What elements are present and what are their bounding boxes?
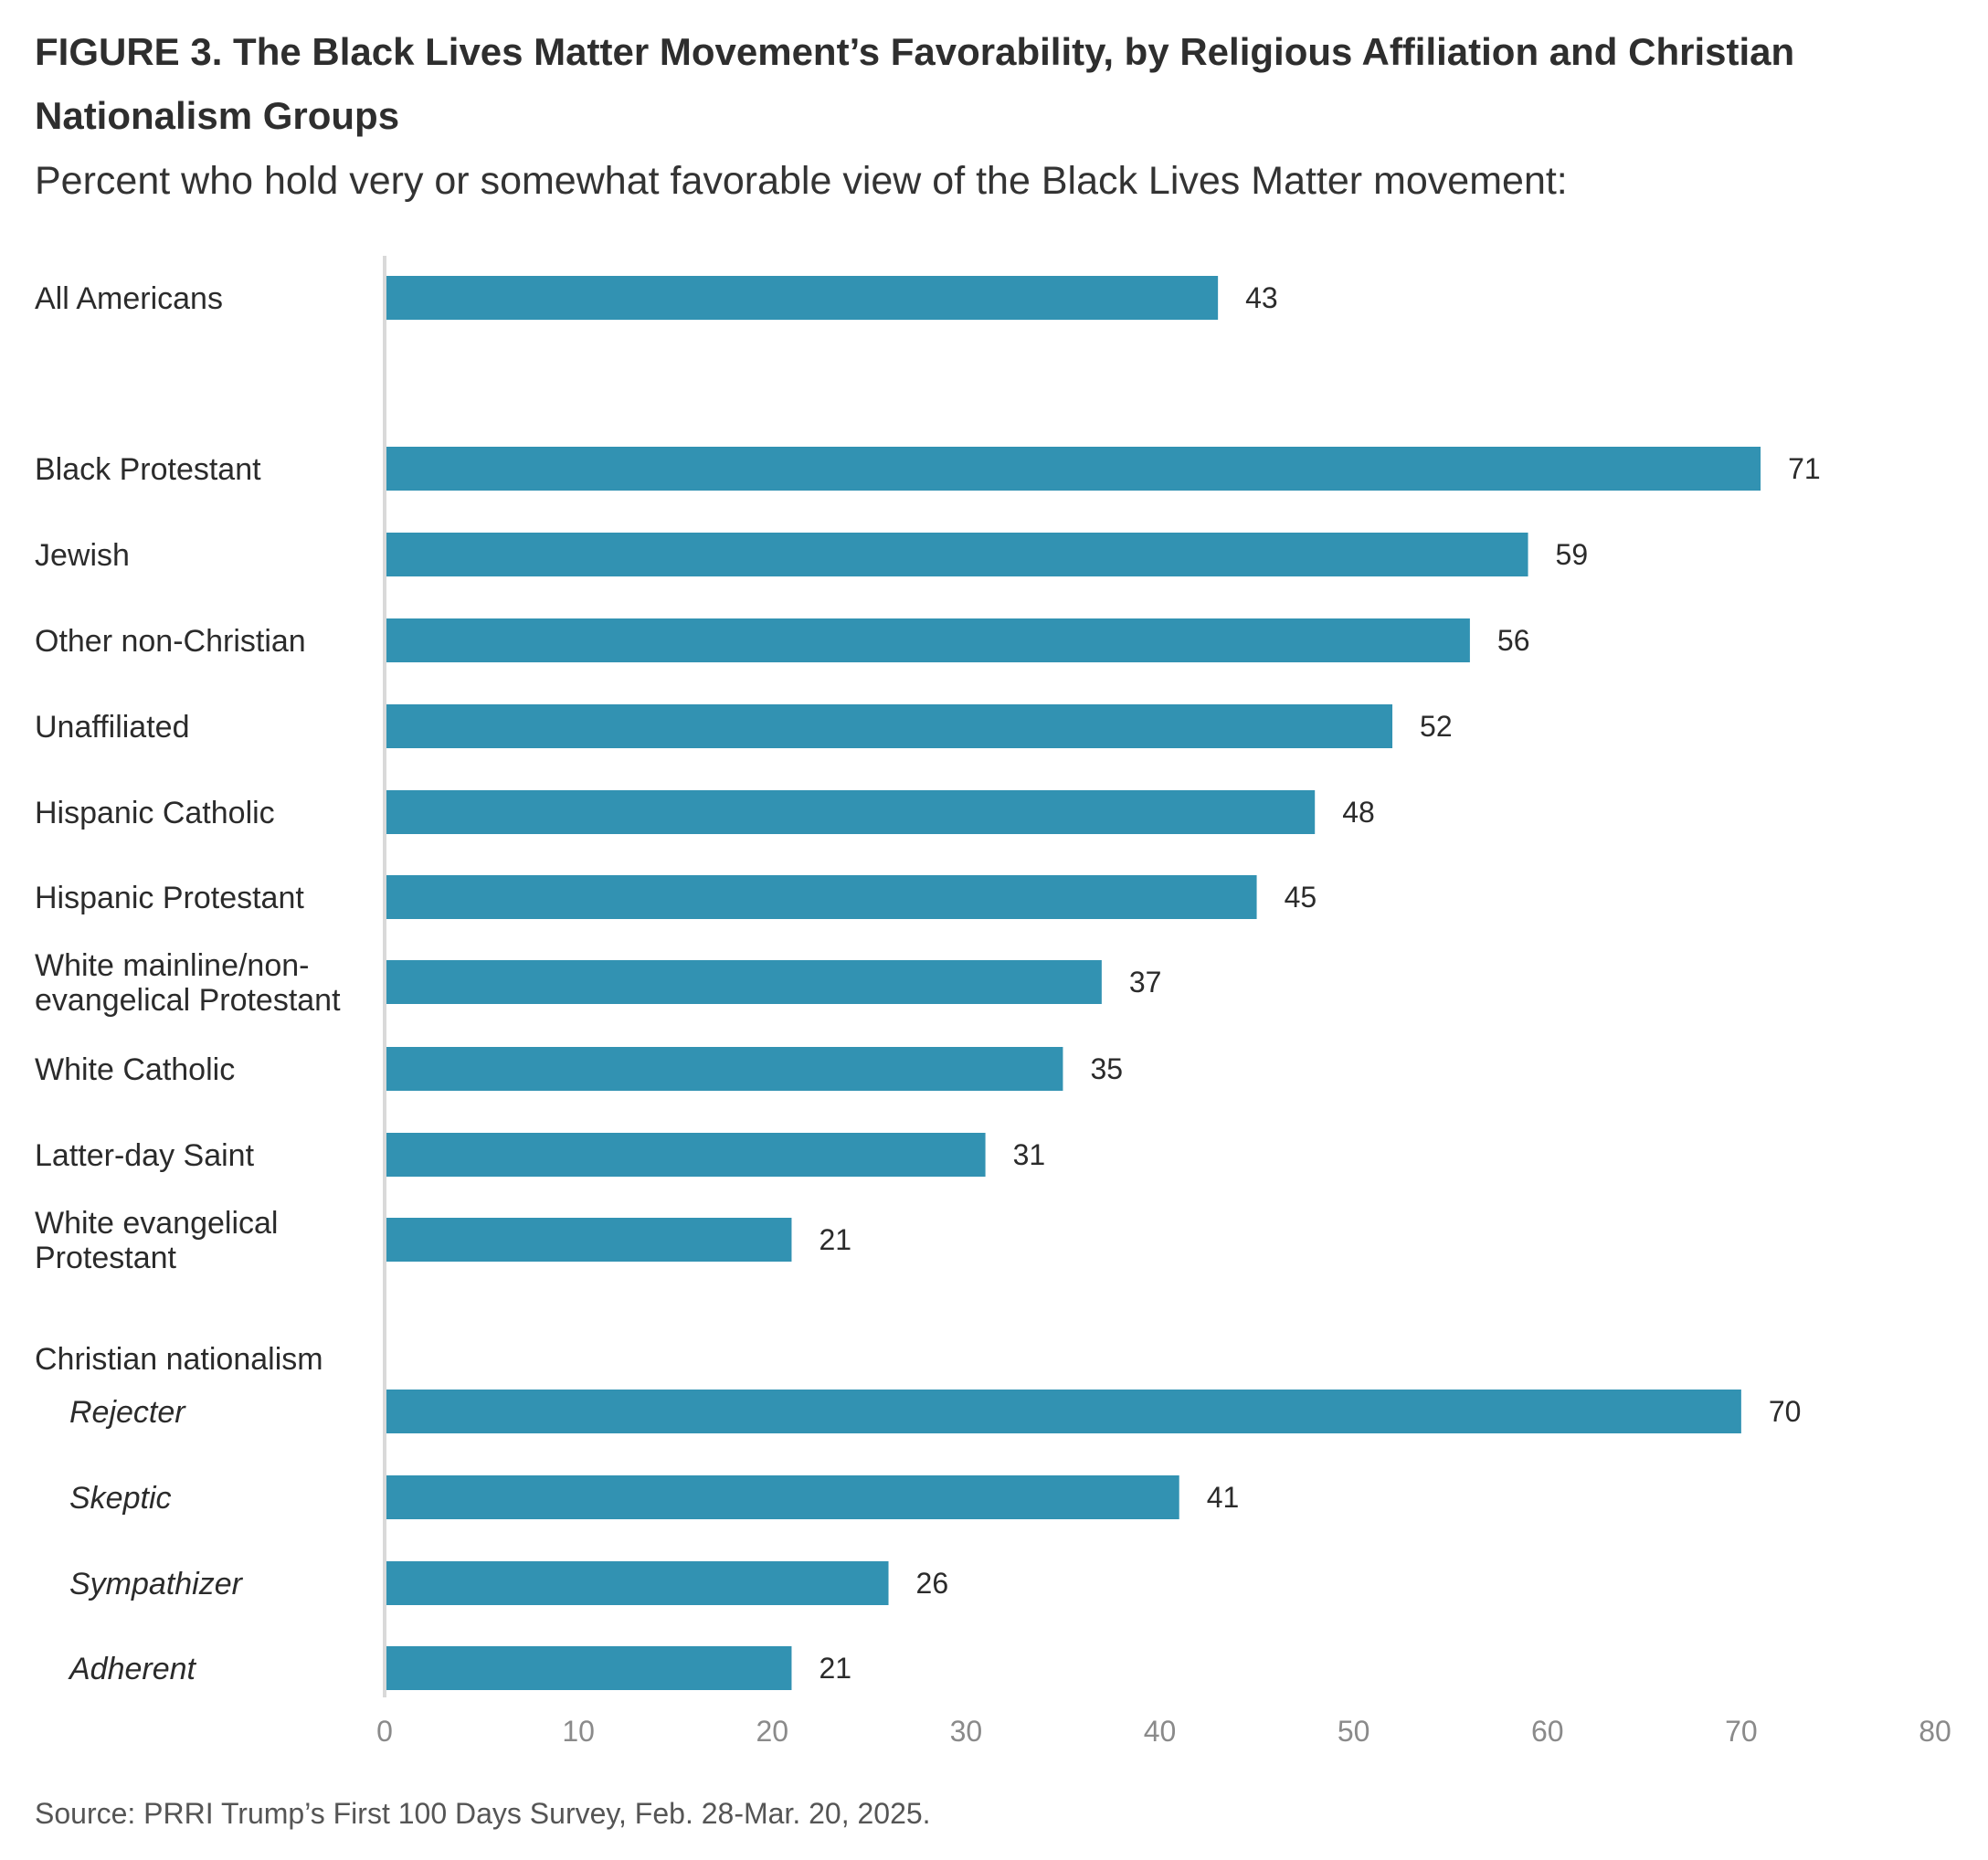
bar	[386, 875, 1257, 919]
chart-title: FIGURE 3. The Black Lives Matter Movemen…	[35, 30, 1795, 137]
bar	[386, 1047, 1063, 1091]
value-label: 71	[1788, 452, 1821, 485]
x-tick-label: 0	[376, 1715, 393, 1748]
bar	[386, 960, 1102, 1004]
bar	[386, 1561, 889, 1605]
x-tick-label: 20	[756, 1715, 788, 1748]
value-label: 21	[819, 1652, 851, 1685]
value-label: 35	[1090, 1052, 1123, 1085]
bar	[386, 1390, 1741, 1433]
group-heading: Christian nationalism	[35, 1342, 323, 1377]
value-label: 26	[916, 1567, 949, 1600]
chart-subtitle: Percent who hold very or somewhat favora…	[35, 159, 1568, 203]
category-label: Adherent	[68, 1652, 197, 1686]
category-label: Black Protestant	[35, 452, 261, 487]
value-label: 45	[1285, 881, 1317, 914]
category-label: Sympathizer	[69, 1567, 244, 1601]
bar	[386, 618, 1470, 662]
category-label: Jewish	[35, 538, 130, 573]
value-label: 59	[1556, 538, 1589, 571]
bar	[386, 533, 1528, 576]
category-label: Rejecter	[69, 1395, 186, 1430]
bar	[386, 1646, 792, 1690]
category-label: White evangelical Protestant	[35, 1206, 278, 1275]
x-tick-label: 70	[1725, 1715, 1758, 1748]
category-label: Unaffiliated	[35, 710, 190, 745]
bar-chart: 0 10 20 30 40 50 60 70 80 Christian nationalism 4…	[35, 256, 1951, 1748]
value-label: 41	[1207, 1481, 1240, 1514]
source-note: Source: PRRI Trump’s First 100 Days Surv…	[35, 1797, 931, 1830]
value-label: 31	[1013, 1138, 1046, 1171]
x-tick-label: 80	[1919, 1715, 1951, 1748]
bar	[386, 1133, 986, 1177]
x-tick-label: 30	[950, 1715, 983, 1748]
value-label: 37	[1129, 966, 1162, 999]
x-tick-label: 60	[1531, 1715, 1564, 1748]
category-label: White mainline/non-evangelical Protestan…	[35, 948, 341, 1018]
value-label: 21	[819, 1223, 851, 1256]
value-label: 56	[1497, 624, 1530, 657]
bar	[386, 276, 1219, 320]
value-label: 52	[1420, 710, 1453, 743]
category-label: Skeptic	[69, 1481, 172, 1516]
bar	[386, 790, 1316, 834]
category-label: Hispanic Catholic	[35, 796, 275, 830]
category-label: All Americans	[35, 281, 223, 316]
bar	[386, 1218, 792, 1262]
value-label: 43	[1245, 281, 1278, 314]
bar	[386, 704, 1393, 748]
category-label: Other non-Christian	[35, 624, 306, 659]
category-label: White Catholic	[35, 1052, 235, 1087]
x-tick-label: 50	[1338, 1715, 1370, 1748]
bar	[386, 1475, 1179, 1519]
category-label: Hispanic Protestant	[35, 881, 304, 915]
value-label: 48	[1342, 796, 1375, 829]
x-tick-label: 10	[562, 1715, 595, 1748]
category-label: Latter-day Saint	[35, 1138, 255, 1173]
value-label: 70	[1769, 1395, 1802, 1428]
x-tick-label: 40	[1144, 1715, 1177, 1748]
bar	[386, 447, 1761, 491]
